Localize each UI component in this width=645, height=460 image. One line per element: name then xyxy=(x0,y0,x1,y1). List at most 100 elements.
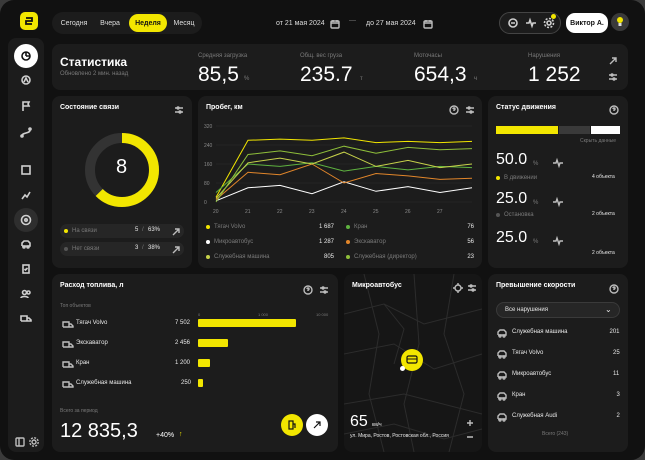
tasks-icon[interactable] xyxy=(14,257,38,281)
settings-icon[interactable] xyxy=(539,13,559,33)
reports-icon[interactable] xyxy=(14,183,38,207)
legend-item[interactable]: Тягач Volvo 1 687 xyxy=(206,220,334,234)
arrow-icon[interactable] xyxy=(170,225,182,237)
stat-label: Нарушения xyxy=(528,53,561,59)
open-fuel-button[interactable] xyxy=(306,414,328,436)
status-bar-other xyxy=(591,126,620,134)
stat-label: Моточасы xyxy=(414,53,442,59)
speeding-footer[interactable]: Всего (243) xyxy=(542,431,569,437)
connection-card: Состояние связи 8 На связи 5 / 63% Нет с… xyxy=(52,96,192,268)
open-external-icon[interactable] xyxy=(607,54,619,66)
steering-wheel-icon[interactable] xyxy=(14,208,38,232)
x-tick-label: 22 xyxy=(277,209,283,215)
speeding-title: Превышение скорости xyxy=(496,282,576,289)
status-scale-label[interactable]: Скрыть данные xyxy=(580,138,617,144)
tab-yesterday[interactable]: Вчера xyxy=(100,19,120,27)
x-tick-label: 27 xyxy=(437,209,443,215)
status-value: 25.0 xyxy=(496,229,528,246)
filter-icon[interactable] xyxy=(607,70,619,82)
filter-icon[interactable] xyxy=(464,103,476,115)
calendar-icon[interactable] xyxy=(422,17,434,29)
pulse-icon[interactable] xyxy=(552,234,564,247)
arrow-icon[interactable] xyxy=(170,243,182,255)
bus-title: Микроавтобус xyxy=(352,282,402,289)
legend-item[interactable]: Кран 76 xyxy=(346,220,474,234)
panel-toggle-icon[interactable] xyxy=(14,435,26,447)
legend-label: Служебная машина xyxy=(214,254,270,260)
statistics-updated: Обновлено 2 мин. назад xyxy=(60,71,129,77)
route-icon[interactable] xyxy=(14,120,38,144)
legend-item[interactable]: Экскаватор 56 xyxy=(346,235,474,249)
filter-icon[interactable] xyxy=(318,283,330,295)
date-from-text: от 21 мая 2024 xyxy=(276,19,325,27)
fuel-pump-button[interactable] xyxy=(281,414,303,436)
fuel-bar[interactable] xyxy=(198,359,210,367)
locate-icon[interactable] xyxy=(452,281,464,293)
fuel-bar[interactable] xyxy=(198,339,228,347)
speeding-row-label: Тягач Volvo xyxy=(512,350,544,356)
mileage-card: Пробег, км 320 240 160 80 0 20 21 22 23 24 25 26 27 … xyxy=(198,96,482,268)
status-title: Статус движения xyxy=(496,104,556,111)
help-icon[interactable] xyxy=(302,283,314,295)
legend-item[interactable]: Служебная (директор) 23 xyxy=(346,250,474,264)
fuel-row-value: 2 456 xyxy=(175,340,191,346)
series-line xyxy=(215,163,473,200)
series-line xyxy=(215,137,473,198)
speeding-row-value: 2 xyxy=(616,413,620,419)
bus-marker-icon[interactable] xyxy=(401,349,423,371)
flag-icon[interactable] xyxy=(14,94,38,118)
help-icon[interactable] xyxy=(608,282,620,294)
gear-icon[interactable] xyxy=(28,435,40,447)
connection-offline-row[interactable] xyxy=(60,242,184,256)
speeding-row-label: Служебная машина xyxy=(512,329,568,335)
geofence-icon[interactable] xyxy=(14,158,38,182)
legend-item[interactable]: Микроавтобус 1 287 xyxy=(206,235,334,249)
vehicle-icon[interactable] xyxy=(14,232,38,256)
fuel-bar[interactable] xyxy=(198,379,203,387)
dashboard-icon[interactable] xyxy=(14,44,38,68)
fuel-axis-tick: 1 000 xyxy=(258,312,269,317)
chat-icon[interactable] xyxy=(503,13,523,33)
legend-label: Экскаватор xyxy=(354,239,386,245)
legend-value: 56 xyxy=(467,239,474,245)
zoom-in-icon[interactable] xyxy=(464,416,476,428)
vehicle-icon xyxy=(62,358,74,370)
avatar[interactable] xyxy=(611,13,629,31)
navigation-icon[interactable] xyxy=(14,68,38,92)
tab-month[interactable]: Месяц xyxy=(173,19,195,27)
legend-label: Микроавтобус xyxy=(214,239,254,245)
help-icon[interactable] xyxy=(448,103,460,115)
mileage-title: Пробег, км xyxy=(206,104,243,111)
tab-week[interactable]: Неделя xyxy=(129,14,167,32)
date-from-field[interactable]: от 21 мая 2024 xyxy=(268,14,350,32)
status-value: 50.0 xyxy=(496,151,528,168)
truck-icon[interactable] xyxy=(14,307,38,331)
users-icon[interactable] xyxy=(14,282,38,306)
legend-item[interactable]: Служебная машина 805 xyxy=(206,250,334,264)
fuel-row-label: Кран xyxy=(76,360,90,366)
fuel-bar[interactable] xyxy=(198,319,296,327)
filter-icon[interactable] xyxy=(466,281,478,293)
activity-icon[interactable] xyxy=(521,13,541,33)
help-icon[interactable] xyxy=(608,103,620,115)
connection-online-row[interactable] xyxy=(60,224,184,238)
speeding-filter-select[interactable]: Все нарушения ⌄ xyxy=(496,302,620,318)
user-menu-button[interactable]: Виктор А. xyxy=(566,13,608,33)
bus-speed-unit: км/ч xyxy=(372,422,382,428)
tab-today[interactable]: Сегодня xyxy=(60,19,88,27)
pulse-icon[interactable] xyxy=(552,195,564,208)
zoom-out-icon[interactable] xyxy=(464,430,476,442)
y-tick-label: 320 xyxy=(204,124,213,130)
stat-value: 1 252 xyxy=(528,63,581,86)
filter-icon[interactable] xyxy=(173,103,185,115)
speeding-row-value: 25 xyxy=(613,350,620,356)
calendar-icon[interactable] xyxy=(329,17,341,29)
legend-value: 805 xyxy=(323,254,334,260)
vehicle-icon xyxy=(496,326,508,338)
pulse-icon[interactable] xyxy=(552,156,564,169)
speeding-row-label: Кран xyxy=(512,392,526,398)
legend-swatch xyxy=(206,255,210,259)
fuel-total: 12 835,3 xyxy=(60,420,138,442)
app-logo[interactable] xyxy=(20,12,38,30)
date-to-field[interactable]: до 27 мая 2024 xyxy=(360,14,435,32)
